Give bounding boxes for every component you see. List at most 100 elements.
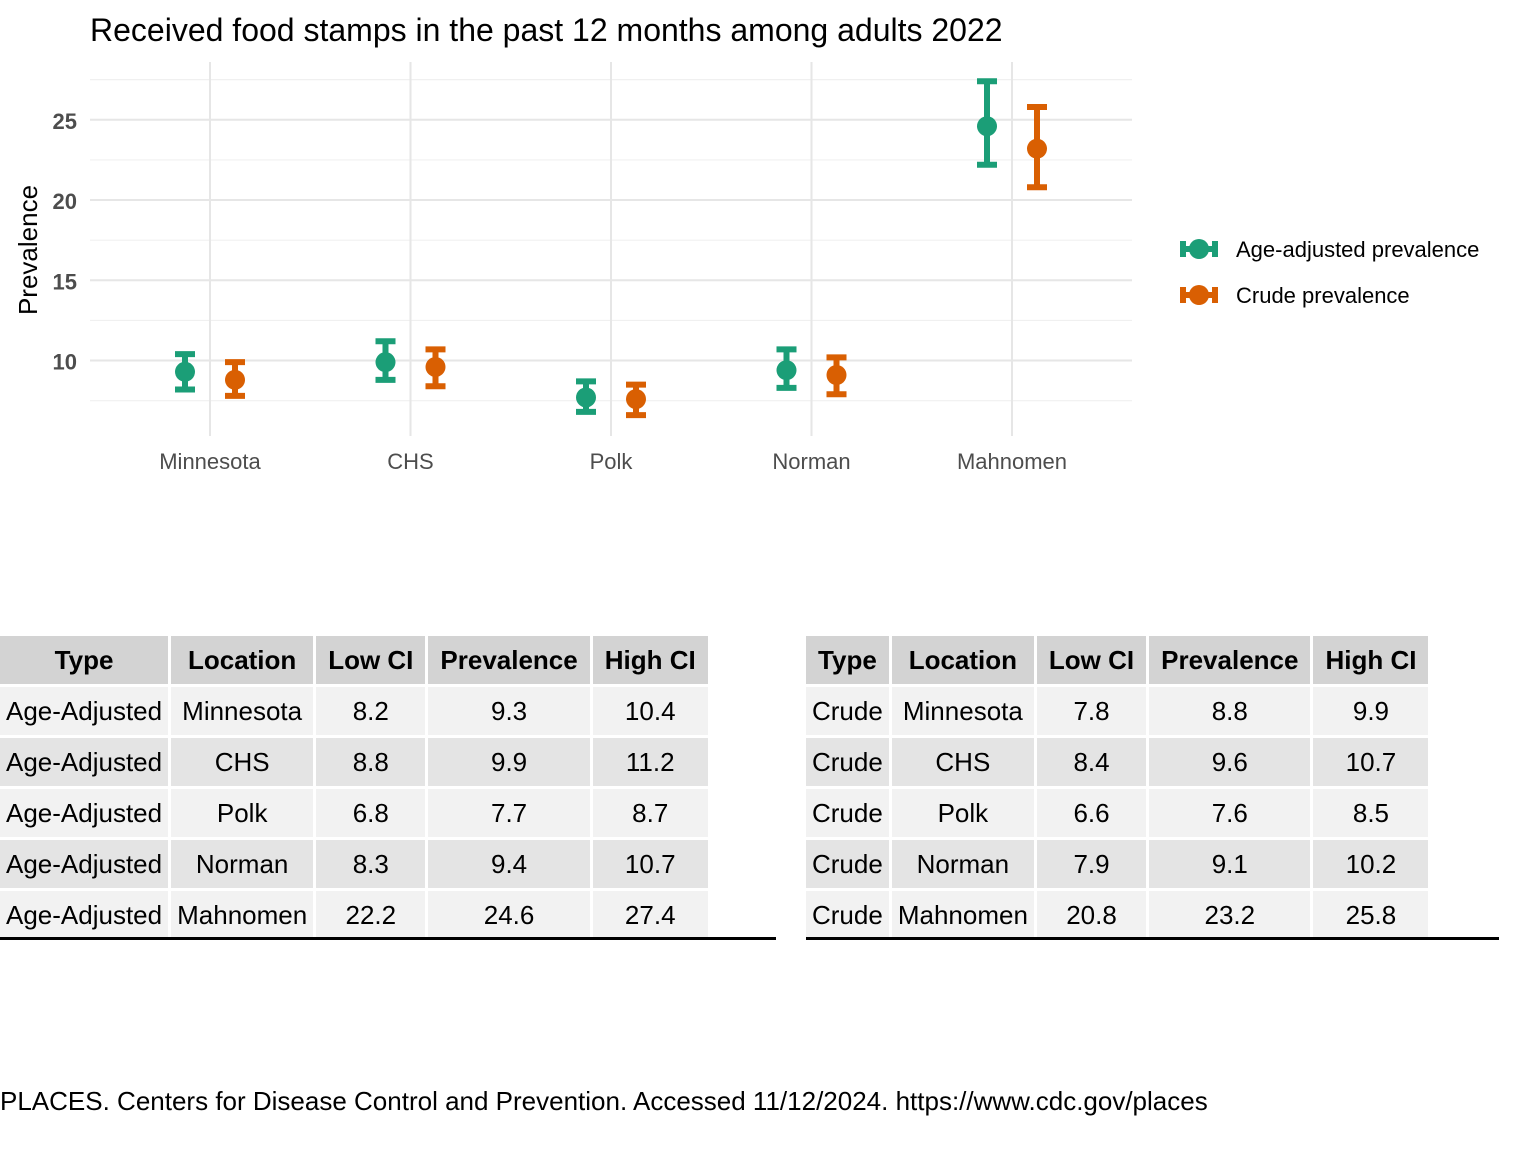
data-point xyxy=(375,352,396,373)
error-bar xyxy=(425,346,446,390)
table-cell: 11.2 xyxy=(592,738,708,786)
table-cell: 24.6 xyxy=(428,891,590,939)
error-bar xyxy=(826,354,847,398)
x-tick-label: CHS xyxy=(387,449,433,474)
crude-table: Type Location Low CI Prevalence High CI Crud… xyxy=(803,633,1431,942)
y-axis-label: Prevalence xyxy=(13,185,43,315)
table-cell: CHS xyxy=(891,738,1034,786)
source-citation: PLACES. Centers for Disease Control and … xyxy=(0,1086,1208,1116)
table-cell: Norman xyxy=(891,840,1034,888)
table-bottom-rule xyxy=(0,937,776,940)
table-cell: Age-Adjusted xyxy=(0,789,169,837)
table-cell: 9.1 xyxy=(1149,840,1311,888)
y-tick-label: 10 xyxy=(53,350,77,375)
legend-label: Age-adjusted prevalence xyxy=(1236,237,1479,262)
table-cell: 10.7 xyxy=(1313,738,1429,786)
table-cell: Age-Adjusted xyxy=(0,891,169,939)
table-cell: Norman xyxy=(171,840,314,888)
table-bottom-rule xyxy=(806,937,1499,940)
table-header-row: Type Location Low CI Prevalence High CI xyxy=(806,636,1429,684)
table-cell: Crude xyxy=(806,789,889,837)
y-tick-label: 25 xyxy=(53,109,77,134)
error-bar xyxy=(626,381,646,419)
column-header: Low CI xyxy=(316,636,426,684)
table-cell: 8.4 xyxy=(1036,738,1147,786)
legend-key-point xyxy=(1189,285,1209,305)
table-cell: 9.6 xyxy=(1149,738,1311,786)
table-cell: 9.3 xyxy=(428,687,590,735)
data-point xyxy=(1027,138,1047,159)
error-bar xyxy=(175,351,195,393)
error-bar xyxy=(1027,103,1047,191)
table-cell: Minnesota xyxy=(891,687,1034,735)
y-tick-label: 15 xyxy=(53,269,77,294)
column-header: Location xyxy=(171,636,314,684)
table-cell: 23.2 xyxy=(1149,891,1311,939)
table-cell: 20.8 xyxy=(1036,891,1147,939)
table-cell: 8.7 xyxy=(592,789,708,837)
table-cell: Age-Adjusted xyxy=(0,687,169,735)
data-point xyxy=(776,360,797,381)
error-bar xyxy=(576,378,596,415)
data-point xyxy=(826,365,847,386)
data-point xyxy=(626,389,646,410)
error-bar xyxy=(977,78,997,168)
table-cell: 9.9 xyxy=(428,738,590,786)
column-header: High CI xyxy=(1313,636,1429,684)
x-axis: Minnesota CHS Polk Norman Mahnomen xyxy=(159,449,1067,474)
column-header: High CI xyxy=(592,636,708,684)
table-cell: 27.4 xyxy=(592,891,708,939)
table-cell: Crude xyxy=(806,891,889,939)
table-row: Crude Minnesota 7.8 8.8 9.9 xyxy=(806,687,1429,735)
table-cell: Age-Adjusted xyxy=(0,840,169,888)
table-body: Age-Adjusted Minnesota 8.2 9.3 10.4 Age-Adjus… xyxy=(0,687,708,939)
column-header: Low CI xyxy=(1036,636,1147,684)
table-cell: 10.4 xyxy=(592,687,708,735)
error-bar xyxy=(225,359,245,399)
table-cell: 9.4 xyxy=(428,840,590,888)
table-cell: Mahnomen xyxy=(171,891,314,939)
table-row: Age-Adjusted Minnesota 8.2 9.3 10.4 xyxy=(0,687,708,735)
table-cell: 7.7 xyxy=(428,789,590,837)
table-cell: 9.9 xyxy=(1313,687,1429,735)
table-header-row: Type Location Low CI Prevalence High CI xyxy=(0,636,708,684)
table-body: Crude Minnesota 7.8 8.8 9.9 Crude CHS 8.4 9.6 10.… xyxy=(806,687,1429,939)
table-cell: 7.6 xyxy=(1149,789,1311,837)
table-cell: Polk xyxy=(171,789,314,837)
table-cell: 8.8 xyxy=(1149,687,1311,735)
table-cell: Age-Adjusted xyxy=(0,738,169,786)
data-point xyxy=(977,116,997,137)
data-point xyxy=(425,356,446,377)
column-header: Prevalence xyxy=(1149,636,1311,684)
legend: Age-adjusted prevalence Crude prevalence xyxy=(1180,237,1479,308)
table-cell: Polk xyxy=(891,789,1034,837)
table-row: Crude Polk 6.6 7.6 8.5 xyxy=(806,789,1429,837)
x-tick-label: Mahnomen xyxy=(957,449,1067,474)
x-tick-label: Polk xyxy=(590,449,634,474)
table-cell: 22.2 xyxy=(316,891,426,939)
table-cell: Crude xyxy=(806,687,889,735)
table-cell: Crude xyxy=(806,840,889,888)
table-cell: 6.8 xyxy=(316,789,426,837)
column-header: Prevalence xyxy=(428,636,590,684)
data-point xyxy=(175,361,195,382)
table-cell: Mahnomen xyxy=(891,891,1034,939)
table-cell: Crude xyxy=(806,738,889,786)
chart-title: Received food stamps in the past 12 mont… xyxy=(90,12,1003,48)
table-cell: 25.8 xyxy=(1313,891,1429,939)
table-row: Crude CHS 8.4 9.6 10.7 xyxy=(806,738,1429,786)
table-cell: 7.8 xyxy=(1036,687,1147,735)
table-cell: 10.2 xyxy=(1313,840,1429,888)
table-cell: 7.9 xyxy=(1036,840,1147,888)
table-cell: CHS xyxy=(171,738,314,786)
column-header: Type xyxy=(806,636,889,684)
chart-grid xyxy=(90,62,1132,436)
error-bar xyxy=(776,346,797,391)
table-cell: 10.7 xyxy=(592,840,708,888)
table-row: Age-Adjusted Norman 8.3 9.4 10.7 xyxy=(0,840,708,888)
table-cell: Minnesota xyxy=(171,687,314,735)
chart: Received food stamps in the past 12 mont… xyxy=(13,12,1479,474)
x-tick-label: Minnesota xyxy=(159,449,261,474)
chart-marks xyxy=(175,78,1047,419)
y-tick-label: 20 xyxy=(53,189,77,214)
